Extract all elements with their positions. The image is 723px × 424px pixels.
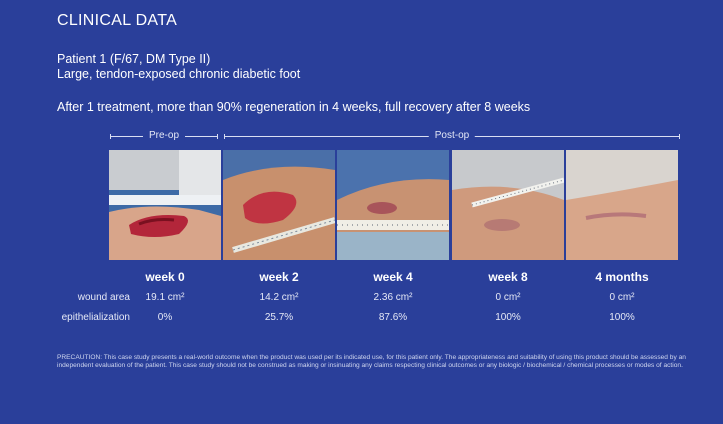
epithelialization-value: 0%: [157, 312, 173, 323]
pre-op-bracket: Pre-op: [110, 130, 218, 142]
wound-photo-4-months: [566, 150, 678, 260]
wound-area-value: 2.36 cm²: [373, 292, 413, 303]
patient-condition: Large, tendon-exposed chronic diabetic f…: [57, 67, 301, 81]
patient-info: Patient 1 (F/67, DM Type II) Large, tend…: [57, 52, 300, 82]
wound-photo-week-8: [452, 150, 564, 260]
patient-demographics: Patient 1 (F/67, DM Type II): [57, 52, 211, 66]
wound-photo-week-2: [223, 150, 335, 260]
wound-area-row-label: wound area: [77, 292, 130, 303]
wound-area-value: 0 cm²: [495, 292, 521, 303]
epithelialization-row-label: epithelialization: [61, 312, 130, 323]
wound-area-value: 19.1 cm²: [145, 292, 185, 303]
wound-photo-week-0: [109, 150, 221, 260]
pre-op-label: Pre-op: [142, 130, 186, 142]
timepoint-label: week 2: [259, 270, 299, 284]
precaution-disclaimer: PRECAUTION: This case study presents a r…: [57, 354, 686, 370]
post-op-label: Post-op: [428, 130, 476, 142]
epithelialization-value: 100%: [495, 312, 521, 323]
epithelialization-value: 87.6%: [378, 312, 408, 323]
epithelialization-value: 25.7%: [264, 312, 294, 323]
timepoint-label: week 4: [373, 270, 413, 284]
wound-photo-week-4: [337, 150, 449, 260]
wound-area-value: 0 cm²: [609, 292, 635, 303]
outcome-summary: After 1 treatment, more than 90% regener…: [57, 100, 531, 114]
epithelialization-value: 100%: [609, 312, 635, 323]
timepoint-label: week 0: [145, 270, 185, 284]
wound-area-value: 14.2 cm²: [259, 292, 299, 303]
page-title: CLINICAL DATA: [57, 12, 178, 29]
timepoint-label: week 8: [488, 270, 528, 284]
post-op-bracket: Post-op: [224, 130, 680, 142]
timepoint-label: 4 months: [595, 270, 649, 284]
